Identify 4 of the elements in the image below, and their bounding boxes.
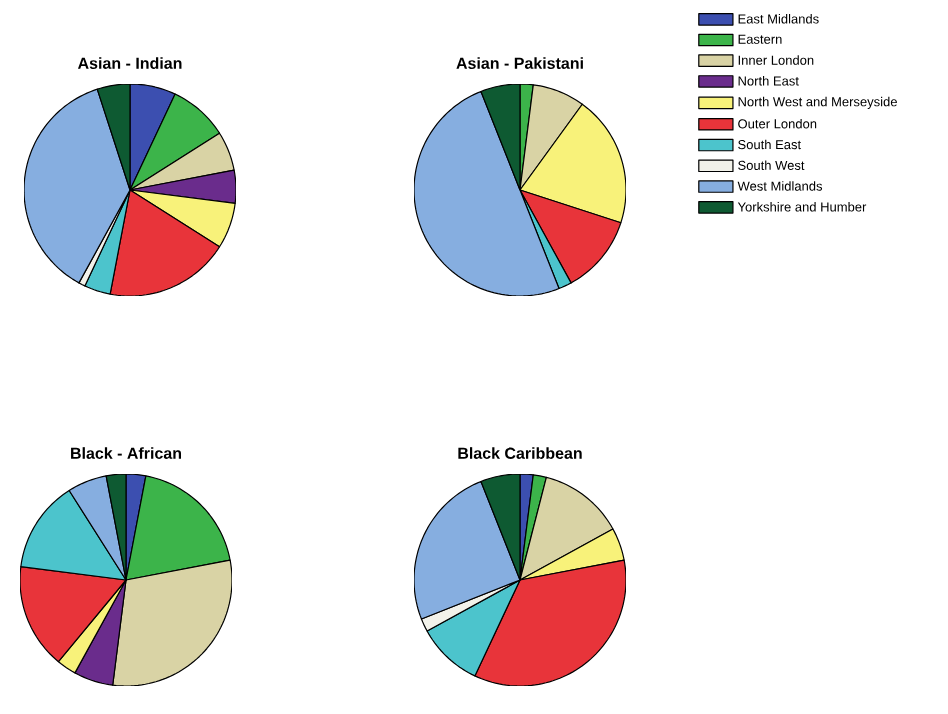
chart-title: Asian - Pakistani	[456, 57, 583, 69]
chart-title: Black - African	[71, 447, 182, 459]
chart-title: Black Caribbean	[458, 447, 582, 459]
text: Asian - Indian	[77, 57, 182, 69]
